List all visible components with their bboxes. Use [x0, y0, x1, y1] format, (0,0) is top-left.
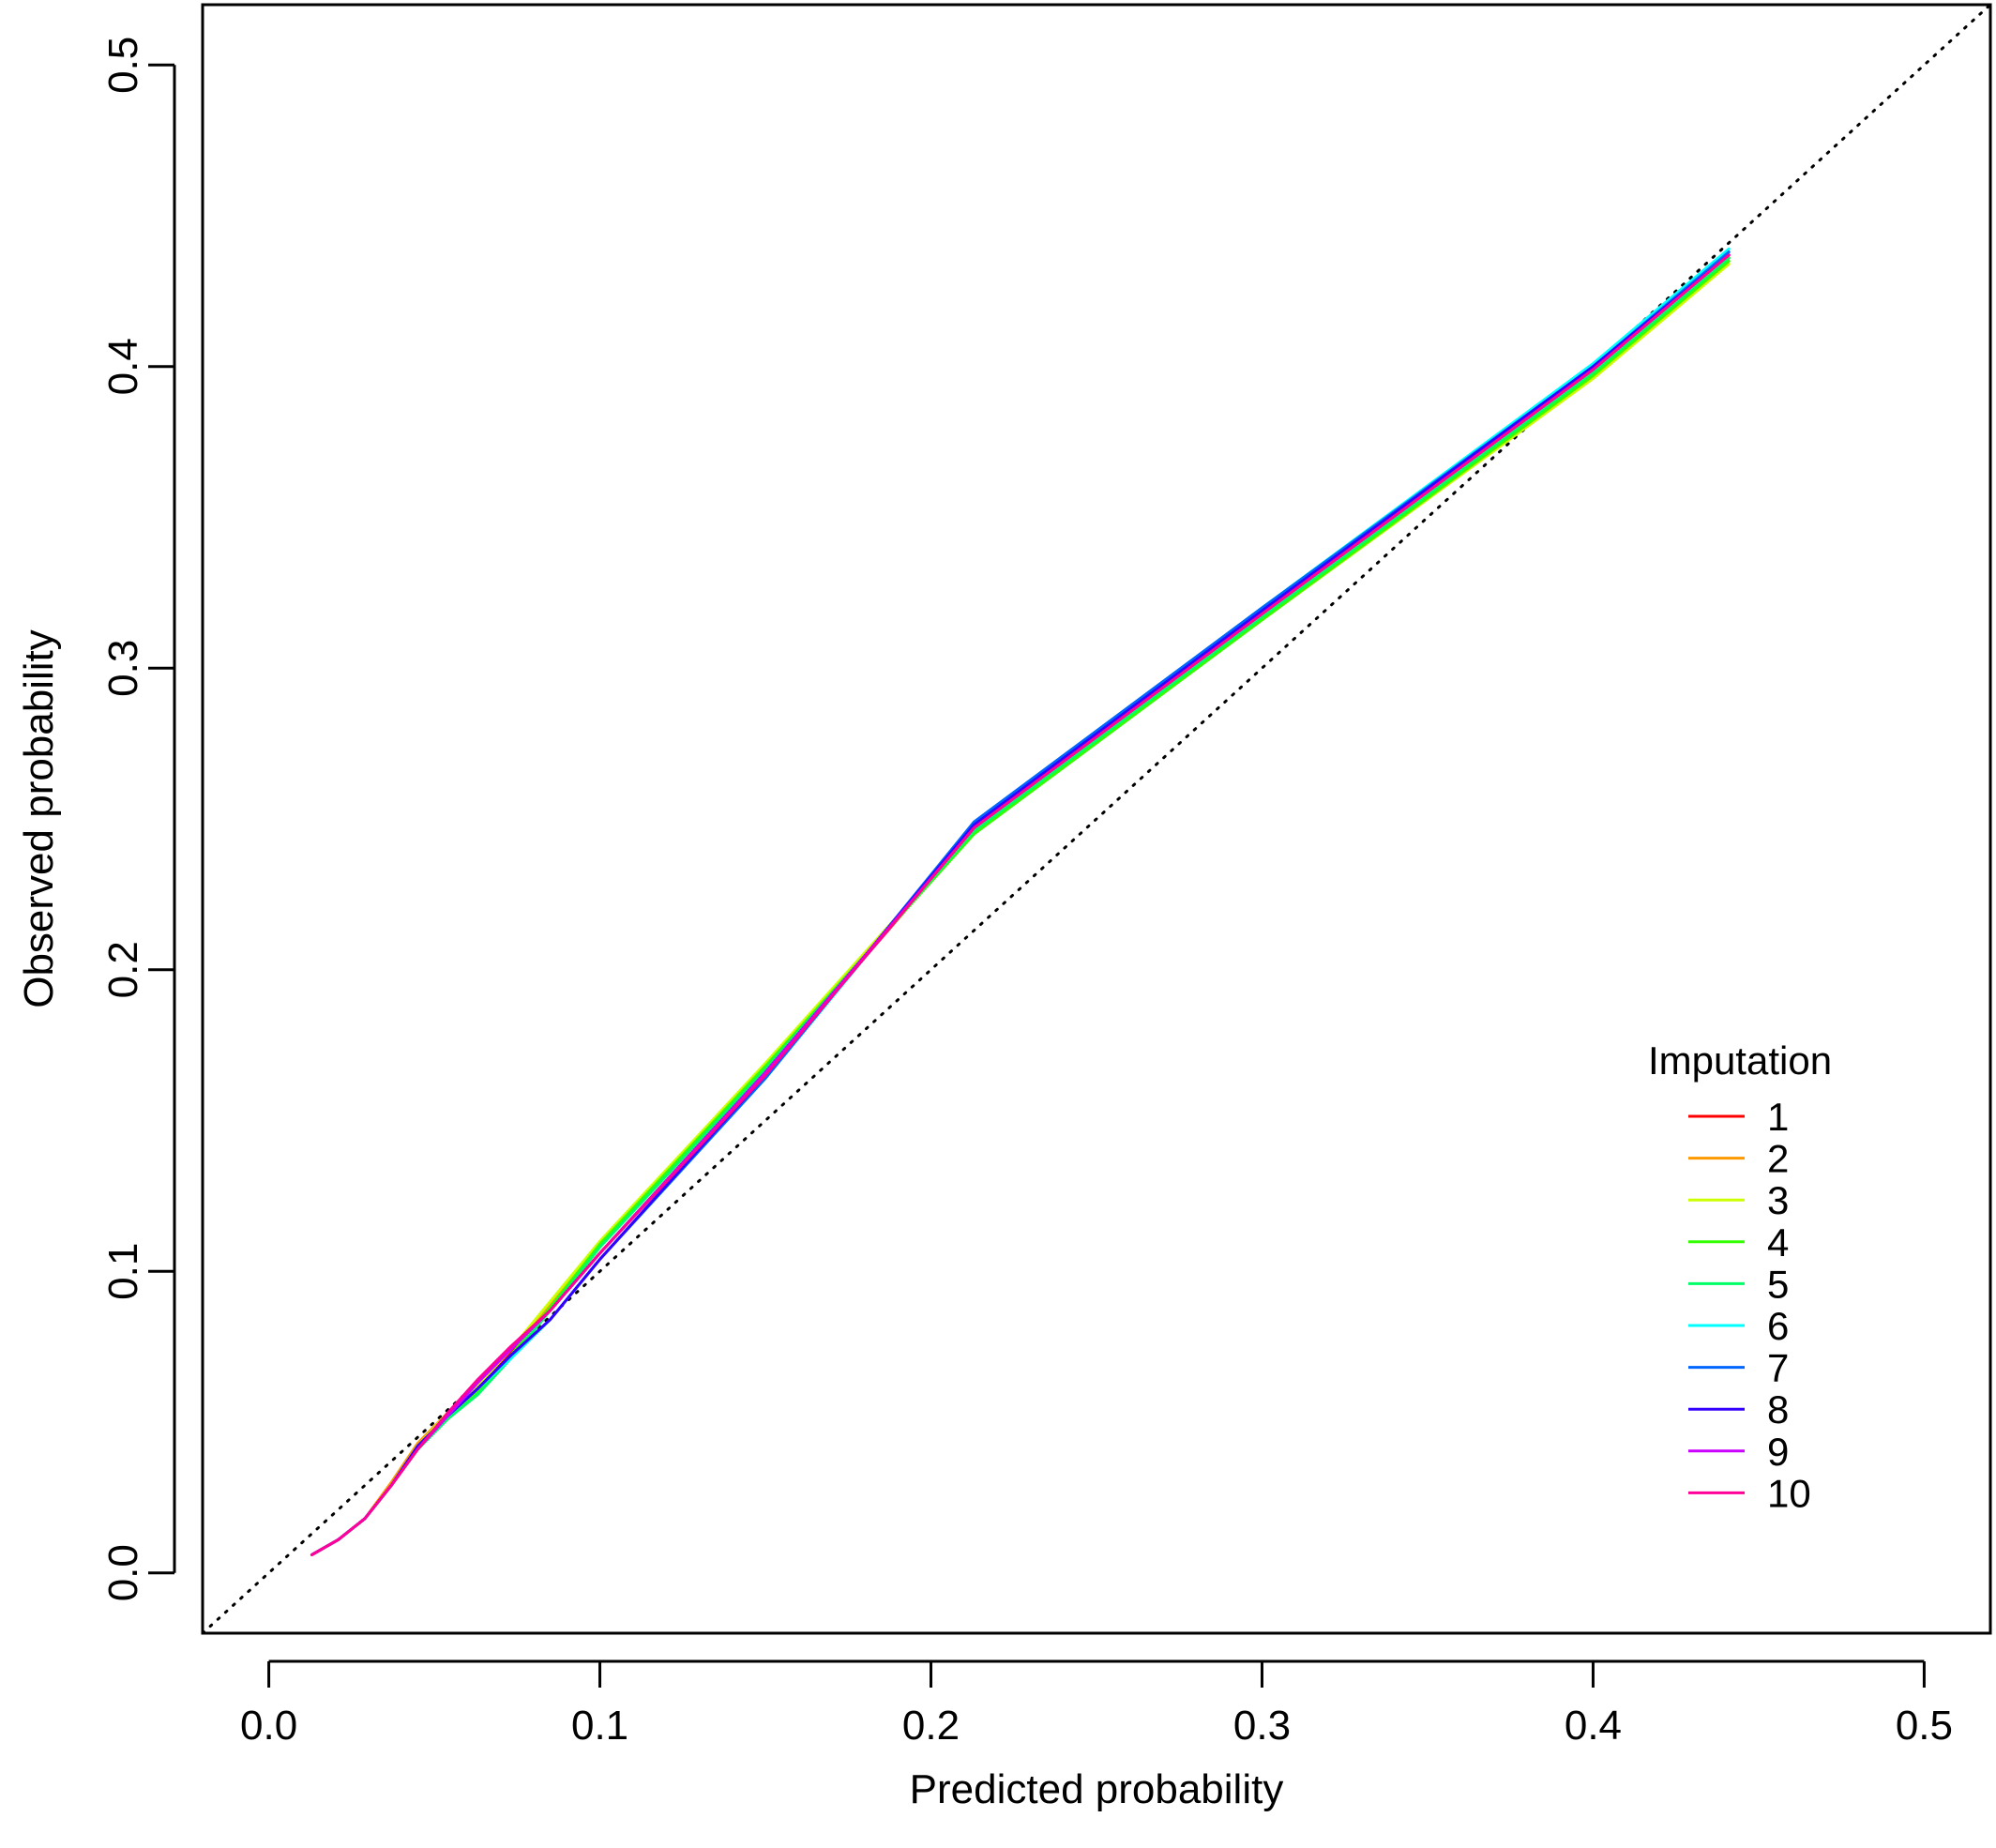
legend-label-8: 8 [1767, 1387, 1789, 1431]
legend-label-3: 3 [1767, 1178, 1789, 1222]
y-tick-label: 0.5 [100, 37, 146, 94]
y-tick-label: 0.4 [100, 338, 146, 395]
legend-title: Imputation [1648, 1038, 1832, 1083]
y-tick-label: 0.2 [100, 941, 146, 998]
y-tick-label: 0.1 [100, 1243, 146, 1300]
legend-label-5: 5 [1767, 1262, 1789, 1306]
x-tick-label: 0.2 [902, 1703, 960, 1749]
x-tick-label: 0.3 [1233, 1703, 1291, 1749]
x-axis-title: Predicted probability [910, 1766, 1284, 1812]
x-tick-label: 0.1 [571, 1703, 628, 1749]
x-tick-label: 0.5 [1896, 1703, 1953, 1749]
y-tick-label: 0.0 [100, 1544, 146, 1601]
legend-label-7: 7 [1767, 1346, 1789, 1390]
x-tick-label: 0.0 [240, 1703, 297, 1749]
legend-label-1: 1 [1767, 1095, 1789, 1139]
series-line-10 [310, 253, 1731, 1556]
y-tick-label: 0.3 [100, 640, 146, 697]
plot-frame [201, 3, 1992, 1635]
y-axis-title: Observed probability [16, 629, 62, 1008]
x-axis: 0.0 0.1 0.2 0.3 0.4 0.5 [240, 1659, 1953, 1749]
legend-label-6: 6 [1767, 1304, 1789, 1348]
legend-label-2: 2 [1767, 1137, 1789, 1181]
x-tick-label: 0.4 [1565, 1703, 1622, 1749]
legend-label-4: 4 [1767, 1220, 1789, 1265]
legend-label-10: 10 [1767, 1471, 1811, 1515]
series-layer [310, 247, 1731, 1556]
legend-label-9: 9 [1767, 1430, 1789, 1474]
y-axis: 0.0 0.1 0.2 0.3 0.4 0.5 [100, 37, 176, 1601]
